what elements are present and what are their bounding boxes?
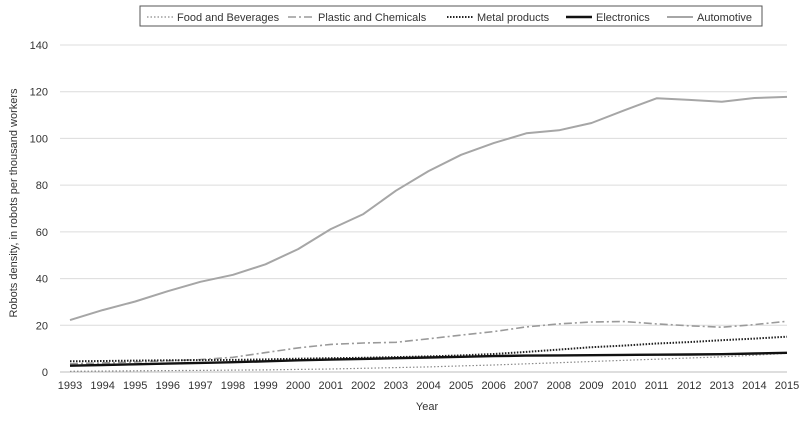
x-tick-label: 2012 <box>677 380 701 392</box>
y-tick-label: 40 <box>36 274 48 286</box>
x-tick-label: 1998 <box>221 380 245 392</box>
y-tick-label: 0 <box>42 367 48 379</box>
y-tick-label: 120 <box>30 87 48 99</box>
legend-label: Food and Beverages <box>177 12 280 24</box>
x-axis-label: Year <box>416 401 439 413</box>
x-tick-label: 1999 <box>253 380 277 392</box>
y-axis-label: Robots density, in robots per thousand w… <box>8 88 20 318</box>
series-line-automotive <box>69 95 788 322</box>
x-tick-label: 2000 <box>286 380 310 392</box>
x-tick-label: 1995 <box>123 380 147 392</box>
x-tick-label: 2004 <box>416 380 440 392</box>
y-tick-label: 20 <box>36 320 48 332</box>
x-tick-label: 1997 <box>188 380 212 392</box>
x-tick-label: 2001 <box>318 380 342 392</box>
legend-label: Metal products <box>477 12 550 24</box>
y-tick-label: 140 <box>30 40 48 52</box>
legend-label: Electronics <box>596 12 650 24</box>
x-tick-label: 2013 <box>710 380 734 392</box>
y-tick-label: 100 <box>30 133 48 145</box>
gridlines <box>60 44 787 373</box>
x-tick-label: 2015 <box>775 380 799 392</box>
x-tick-label: 2009 <box>579 380 603 392</box>
series-line-metal-products <box>69 335 788 363</box>
x-tick-label: 1993 <box>58 380 82 392</box>
series-lines <box>69 95 788 372</box>
legend: Food and Beverages Plastic and Chemicals M… <box>139 5 763 27</box>
x-tick-label: 2010 <box>612 380 636 392</box>
series-line-plastic-and-chemicals <box>69 320 788 365</box>
y-tick-label: 80 <box>36 180 48 192</box>
x-tick-label: 2002 <box>351 380 375 392</box>
legend-label: Plastic and Chemicals <box>318 12 427 24</box>
y-tick-label: 60 <box>36 227 48 239</box>
x-tick-label: 2006 <box>481 380 505 392</box>
x-tick-label: 2008 <box>547 380 571 392</box>
x-tick-label: 2005 <box>449 380 473 392</box>
x-tick-label: 2011 <box>645 380 669 392</box>
x-tick-label: 2003 <box>384 380 408 392</box>
x-tick-label: 1996 <box>156 380 180 392</box>
legend-label: Automotive <box>697 12 752 24</box>
x-tick-label: 1994 <box>90 380 114 392</box>
x-tick-label: 2007 <box>514 380 538 392</box>
axes: 0 20 40 60 80 100 120 140 1993 1994 1995 1996 1997 19… <box>30 40 800 392</box>
x-tick-label: 2014 <box>742 380 766 392</box>
series-line-electronics <box>69 351 788 367</box>
series-line-food-and-beverages <box>69 352 788 372</box>
